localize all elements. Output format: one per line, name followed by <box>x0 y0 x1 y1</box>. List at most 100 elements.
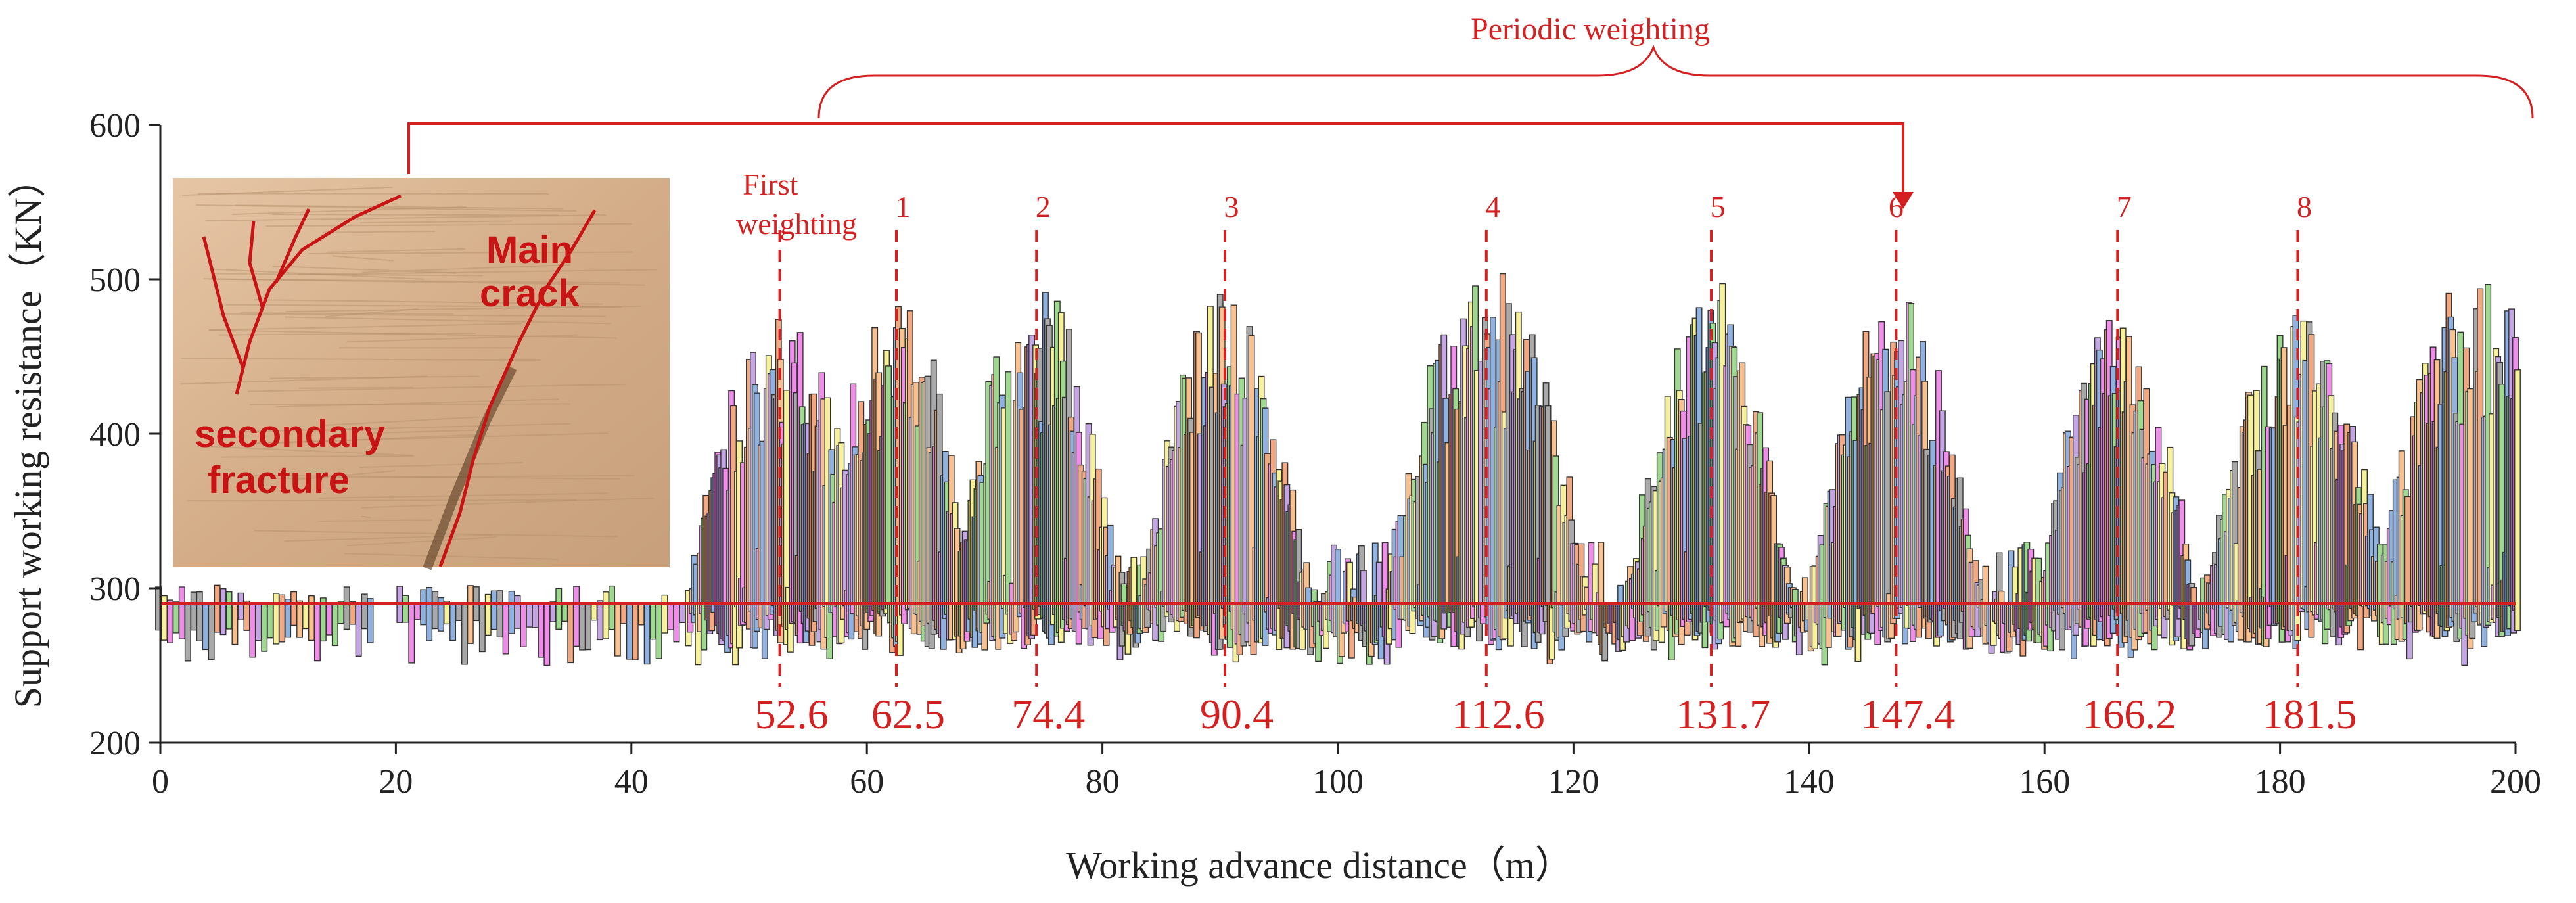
resistance-bar <box>661 594 668 634</box>
resistance-bar <box>573 586 580 647</box>
resistance-bar <box>414 603 421 620</box>
resistance-bar <box>620 603 627 624</box>
resistance-bar <box>178 586 185 639</box>
resistance-bar <box>609 585 615 630</box>
resistance-bar <box>261 603 268 652</box>
photo-texture-line <box>307 427 402 432</box>
photo-texture-line <box>249 434 480 446</box>
x-tick-label: 20 <box>379 763 413 800</box>
resistance-bar <box>490 590 497 630</box>
secondary-fracture-label: secondary fracture <box>195 413 396 501</box>
resistance-bar <box>314 603 321 662</box>
main-crack-line2: crack <box>480 272 580 315</box>
resistance-bar <box>325 603 333 636</box>
photo-texture-line <box>225 304 622 308</box>
resistance-bar <box>649 603 656 640</box>
resistance-bar <box>543 603 551 666</box>
x-tick-label: 80 <box>1086 763 1120 800</box>
resistance-bar <box>225 591 233 630</box>
photo-texture-line <box>325 308 419 317</box>
resistance-bar <box>461 603 468 665</box>
x-tick-label: 120 <box>1548 763 1599 800</box>
resistance-bar <box>426 587 433 641</box>
x-tick-label: 60 <box>850 763 884 800</box>
photo-texture-line <box>326 248 466 253</box>
resistance-bar <box>166 599 173 643</box>
periodic-brace <box>817 44 2534 119</box>
photo-texture-line <box>265 223 632 227</box>
photo-texture-line <box>232 206 467 216</box>
resistance-bar <box>667 603 674 630</box>
photo-texture-line <box>361 515 371 519</box>
resistance-bar <box>579 603 586 651</box>
x-tick-label: 160 <box>2019 763 2070 800</box>
photo-texture-line <box>298 269 657 275</box>
resistance-bar <box>502 603 509 655</box>
resistance-bar <box>478 603 486 653</box>
photo-texture-line <box>212 273 484 277</box>
resistance-bar <box>367 598 374 643</box>
weighting-marker-number: 7 <box>2117 190 2132 223</box>
photo-texture-line <box>332 255 394 262</box>
resistance-bar <box>449 603 456 641</box>
resistance-bar <box>1005 371 1012 615</box>
resistance-bar <box>626 603 633 660</box>
resistance-bar <box>243 600 250 631</box>
weighting-marker-value: 147.4 <box>1860 691 1955 737</box>
weighting-marker-number: 4 <box>1485 190 1500 223</box>
photo-texture-line <box>359 220 513 224</box>
resistance-bar <box>255 603 262 641</box>
resistance-bar <box>508 591 515 634</box>
photo-texture-line <box>248 383 626 392</box>
photo-texture-line <box>272 265 456 274</box>
first-weighting-label: First weighting <box>736 168 857 241</box>
weighting-marker-number: 5 <box>1711 190 1726 223</box>
resistance-bar <box>2190 587 2197 605</box>
photo-texture-line <box>254 299 603 305</box>
y-tick-label: 600 <box>89 107 141 145</box>
resistance-bar <box>296 600 303 638</box>
resistance-bar <box>591 603 597 621</box>
resistance-bar <box>343 586 350 630</box>
photo-frame <box>169 174 674 571</box>
resistance-bar <box>555 588 563 630</box>
photo-texture-line <box>239 423 571 433</box>
photo-texture-line <box>196 204 576 212</box>
photo-texture-line <box>322 416 479 427</box>
resistance-bar <box>172 601 179 634</box>
weighting-marker-value: 166.2 <box>2082 691 2176 737</box>
photo-texture-line <box>269 375 480 379</box>
resistance-bar <box>267 603 274 639</box>
crack-line <box>274 208 311 283</box>
resistance-bar <box>679 602 686 623</box>
y-tick-label: 400 <box>89 416 141 453</box>
x-tick-label: 40 <box>614 763 649 800</box>
weighting-marker-value: 62.5 <box>871 691 945 737</box>
weighting-marker-value: 52.6 <box>755 691 829 737</box>
resistance-bar <box>408 603 415 664</box>
resistance-bar <box>655 603 662 659</box>
crack-line <box>248 220 265 310</box>
resistance-bar <box>202 603 209 651</box>
secondary-fracture-line2: fracture <box>208 459 350 501</box>
resistance-bar <box>455 603 462 621</box>
photo-texture-line <box>346 334 578 343</box>
x-tick-label: 180 <box>2255 763 2306 800</box>
photo-texture-line <box>255 432 609 444</box>
resistance-bar <box>673 603 680 643</box>
resistance-bar <box>520 603 527 647</box>
photo-texture-line <box>220 455 415 458</box>
resistance-bar <box>885 365 892 610</box>
resistance-bar <box>190 591 197 631</box>
x-tick-label: 140 <box>1783 763 1835 800</box>
resistance-bar <box>361 593 368 630</box>
photo-texture-line <box>276 475 635 479</box>
photo-texture-line <box>359 461 523 469</box>
photo-texture-line <box>295 470 396 481</box>
resistance-bar <box>214 584 221 633</box>
photo-texture-line <box>205 214 606 221</box>
resistance-bar <box>355 603 362 657</box>
photo-texture-line <box>208 323 522 331</box>
resistance-bar <box>290 591 297 626</box>
